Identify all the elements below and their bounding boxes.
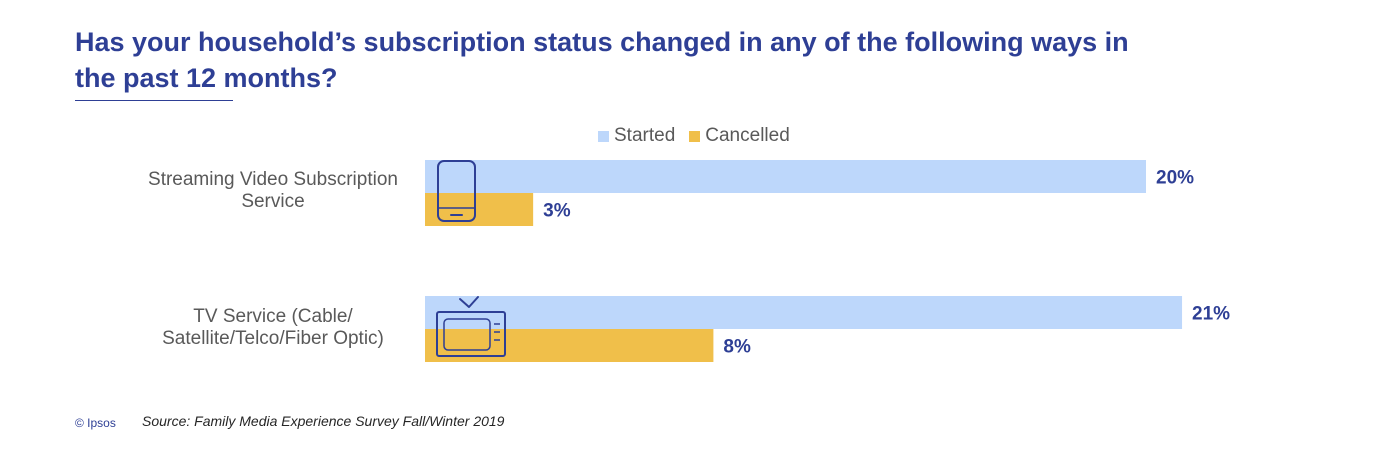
category-label-streaming: Streaming Video Subscription Service <box>128 169 418 213</box>
data-label-started-1: 21% <box>1192 304 1230 325</box>
data-label-cancelled-0: 3% <box>543 201 571 222</box>
legend-item-cancelled: Cancelled <box>689 125 790 147</box>
category-label-line: Satellite/Telco/Fiber Optic) <box>162 328 384 349</box>
bar-cancelled-1 <box>425 329 714 362</box>
category-label-line: TV Service (Cable/ <box>193 306 353 327</box>
chart-title: Has your household’s subscription status… <box>75 27 1129 93</box>
smartphone-icon <box>437 160 476 222</box>
source-note: Source: Family Media Experience Survey F… <box>142 413 505 429</box>
legend-swatch-started <box>598 130 609 142</box>
legend-label-cancelled: Cancelled <box>705 125 790 146</box>
copyright-text: © Ipsos <box>75 416 116 430</box>
data-label-cancelled-1: 8% <box>723 337 751 358</box>
legend-item-started: Started <box>598 125 675 147</box>
legend-swatch-cancelled <box>689 130 701 142</box>
bar-started-1 <box>425 296 1183 329</box>
bar-started-0 <box>425 160 1146 193</box>
category-label-tv: TV Service (Cable/ Satellite/Telco/Fiber… <box>128 306 418 350</box>
category-label-line: Streaming Video Subscription <box>148 169 398 190</box>
data-label-started-0: 20% <box>1156 168 1194 189</box>
legend-label-started: Started <box>614 125 676 146</box>
chart-legend: Started Cancelled <box>598 125 804 147</box>
title-underline <box>75 100 233 101</box>
category-label-line: Service <box>241 191 305 212</box>
television-icon <box>436 296 506 357</box>
